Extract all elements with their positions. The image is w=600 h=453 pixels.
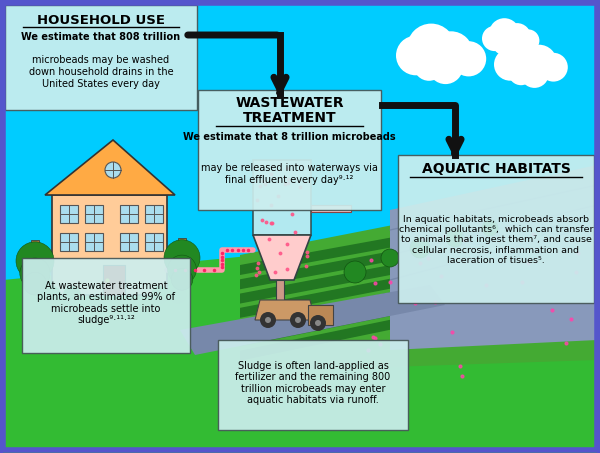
Polygon shape bbox=[3, 250, 310, 453]
Bar bbox=[85, 233, 103, 251]
Bar bbox=[308, 305, 333, 325]
Circle shape bbox=[502, 34, 525, 57]
Circle shape bbox=[167, 255, 196, 284]
Bar bbox=[52, 195, 167, 295]
Circle shape bbox=[503, 23, 531, 51]
Circle shape bbox=[429, 31, 473, 75]
Bar bbox=[120, 233, 138, 251]
Circle shape bbox=[503, 39, 542, 78]
Text: may be released into waterways via
final effluent every day⁹·¹²: may be released into waterways via final… bbox=[201, 163, 378, 185]
Circle shape bbox=[489, 18, 520, 49]
Circle shape bbox=[517, 29, 539, 52]
Circle shape bbox=[539, 53, 568, 82]
Bar bbox=[103, 265, 125, 295]
Polygon shape bbox=[390, 165, 597, 350]
Circle shape bbox=[446, 229, 464, 247]
Circle shape bbox=[20, 258, 50, 289]
Bar bbox=[311, 205, 351, 212]
Circle shape bbox=[164, 240, 200, 276]
Circle shape bbox=[493, 35, 513, 55]
Circle shape bbox=[23, 272, 46, 295]
Circle shape bbox=[451, 41, 486, 77]
Circle shape bbox=[494, 48, 526, 81]
Polygon shape bbox=[255, 300, 315, 320]
Bar bbox=[60, 205, 78, 223]
Circle shape bbox=[315, 320, 321, 326]
Circle shape bbox=[428, 49, 463, 84]
Ellipse shape bbox=[469, 236, 491, 245]
Bar bbox=[145, 205, 163, 223]
Bar bbox=[22, 258, 190, 353]
Text: We estimate that 808 trillion: We estimate that 808 trillion bbox=[22, 32, 181, 42]
Circle shape bbox=[482, 26, 507, 51]
Polygon shape bbox=[45, 140, 175, 195]
Circle shape bbox=[410, 238, 430, 258]
Text: HOUSEHOLD USE: HOUSEHOLD USE bbox=[37, 14, 165, 26]
Bar bbox=[398, 155, 594, 303]
Polygon shape bbox=[240, 200, 597, 275]
Text: TREATMENT: TREATMENT bbox=[242, 111, 337, 125]
Polygon shape bbox=[180, 285, 445, 355]
Circle shape bbox=[482, 220, 498, 236]
Text: WASTEWATER: WASTEWATER bbox=[235, 96, 344, 110]
Bar bbox=[218, 340, 408, 430]
Polygon shape bbox=[240, 264, 597, 347]
Circle shape bbox=[43, 286, 61, 304]
Polygon shape bbox=[240, 185, 597, 453]
Polygon shape bbox=[542, 224, 549, 236]
Ellipse shape bbox=[519, 251, 541, 260]
Circle shape bbox=[310, 315, 326, 331]
Circle shape bbox=[396, 36, 436, 75]
Polygon shape bbox=[240, 251, 597, 332]
Text: We estimate that 8 trillion microbeads: We estimate that 8 trillion microbeads bbox=[183, 132, 396, 142]
Bar bbox=[253, 160, 311, 235]
Bar bbox=[178, 238, 185, 258]
Circle shape bbox=[16, 242, 54, 280]
Bar bbox=[120, 205, 138, 223]
Bar bbox=[198, 90, 381, 210]
Bar bbox=[85, 205, 103, 223]
Polygon shape bbox=[3, 360, 597, 453]
Text: microbeads may be washed
down household drains in the
United States every day: microbeads may be washed down household … bbox=[29, 55, 173, 89]
Circle shape bbox=[151, 286, 169, 304]
Text: Sludge is often land-applied as
fertilizer and the remaining 800
trillion microb: Sludge is often land-applied as fertiliz… bbox=[235, 361, 391, 405]
Bar bbox=[5, 5, 197, 110]
Ellipse shape bbox=[549, 226, 571, 235]
Circle shape bbox=[105, 162, 121, 178]
Polygon shape bbox=[512, 249, 519, 261]
Circle shape bbox=[295, 317, 301, 323]
Polygon shape bbox=[240, 226, 597, 304]
Polygon shape bbox=[462, 234, 469, 246]
Circle shape bbox=[265, 317, 271, 323]
Circle shape bbox=[520, 59, 549, 88]
Circle shape bbox=[171, 269, 193, 290]
Polygon shape bbox=[240, 277, 597, 361]
Text: In aquatic habitats, microbeads absorb
chemical pollutants⁶,  which can transfer: In aquatic habitats, microbeads absorb c… bbox=[399, 215, 593, 265]
Bar bbox=[276, 280, 284, 310]
Polygon shape bbox=[253, 235, 311, 280]
Text: AQUATIC HABITATS: AQUATIC HABITATS bbox=[422, 162, 571, 176]
Circle shape bbox=[63, 286, 81, 304]
Text: At wastewater treatment
plants, an estimated 99% of
microbeads settle into
sludg: At wastewater treatment plants, an estim… bbox=[37, 280, 175, 325]
Circle shape bbox=[508, 60, 533, 85]
Circle shape bbox=[413, 50, 445, 81]
Bar bbox=[60, 233, 78, 251]
Circle shape bbox=[407, 24, 455, 72]
Polygon shape bbox=[240, 239, 597, 318]
Circle shape bbox=[260, 312, 276, 328]
Bar bbox=[145, 233, 163, 251]
Circle shape bbox=[169, 286, 187, 304]
Circle shape bbox=[521, 45, 557, 81]
Circle shape bbox=[290, 312, 306, 328]
Circle shape bbox=[381, 249, 399, 267]
Polygon shape bbox=[240, 213, 597, 289]
Circle shape bbox=[344, 261, 366, 283]
Bar bbox=[31, 240, 39, 261]
